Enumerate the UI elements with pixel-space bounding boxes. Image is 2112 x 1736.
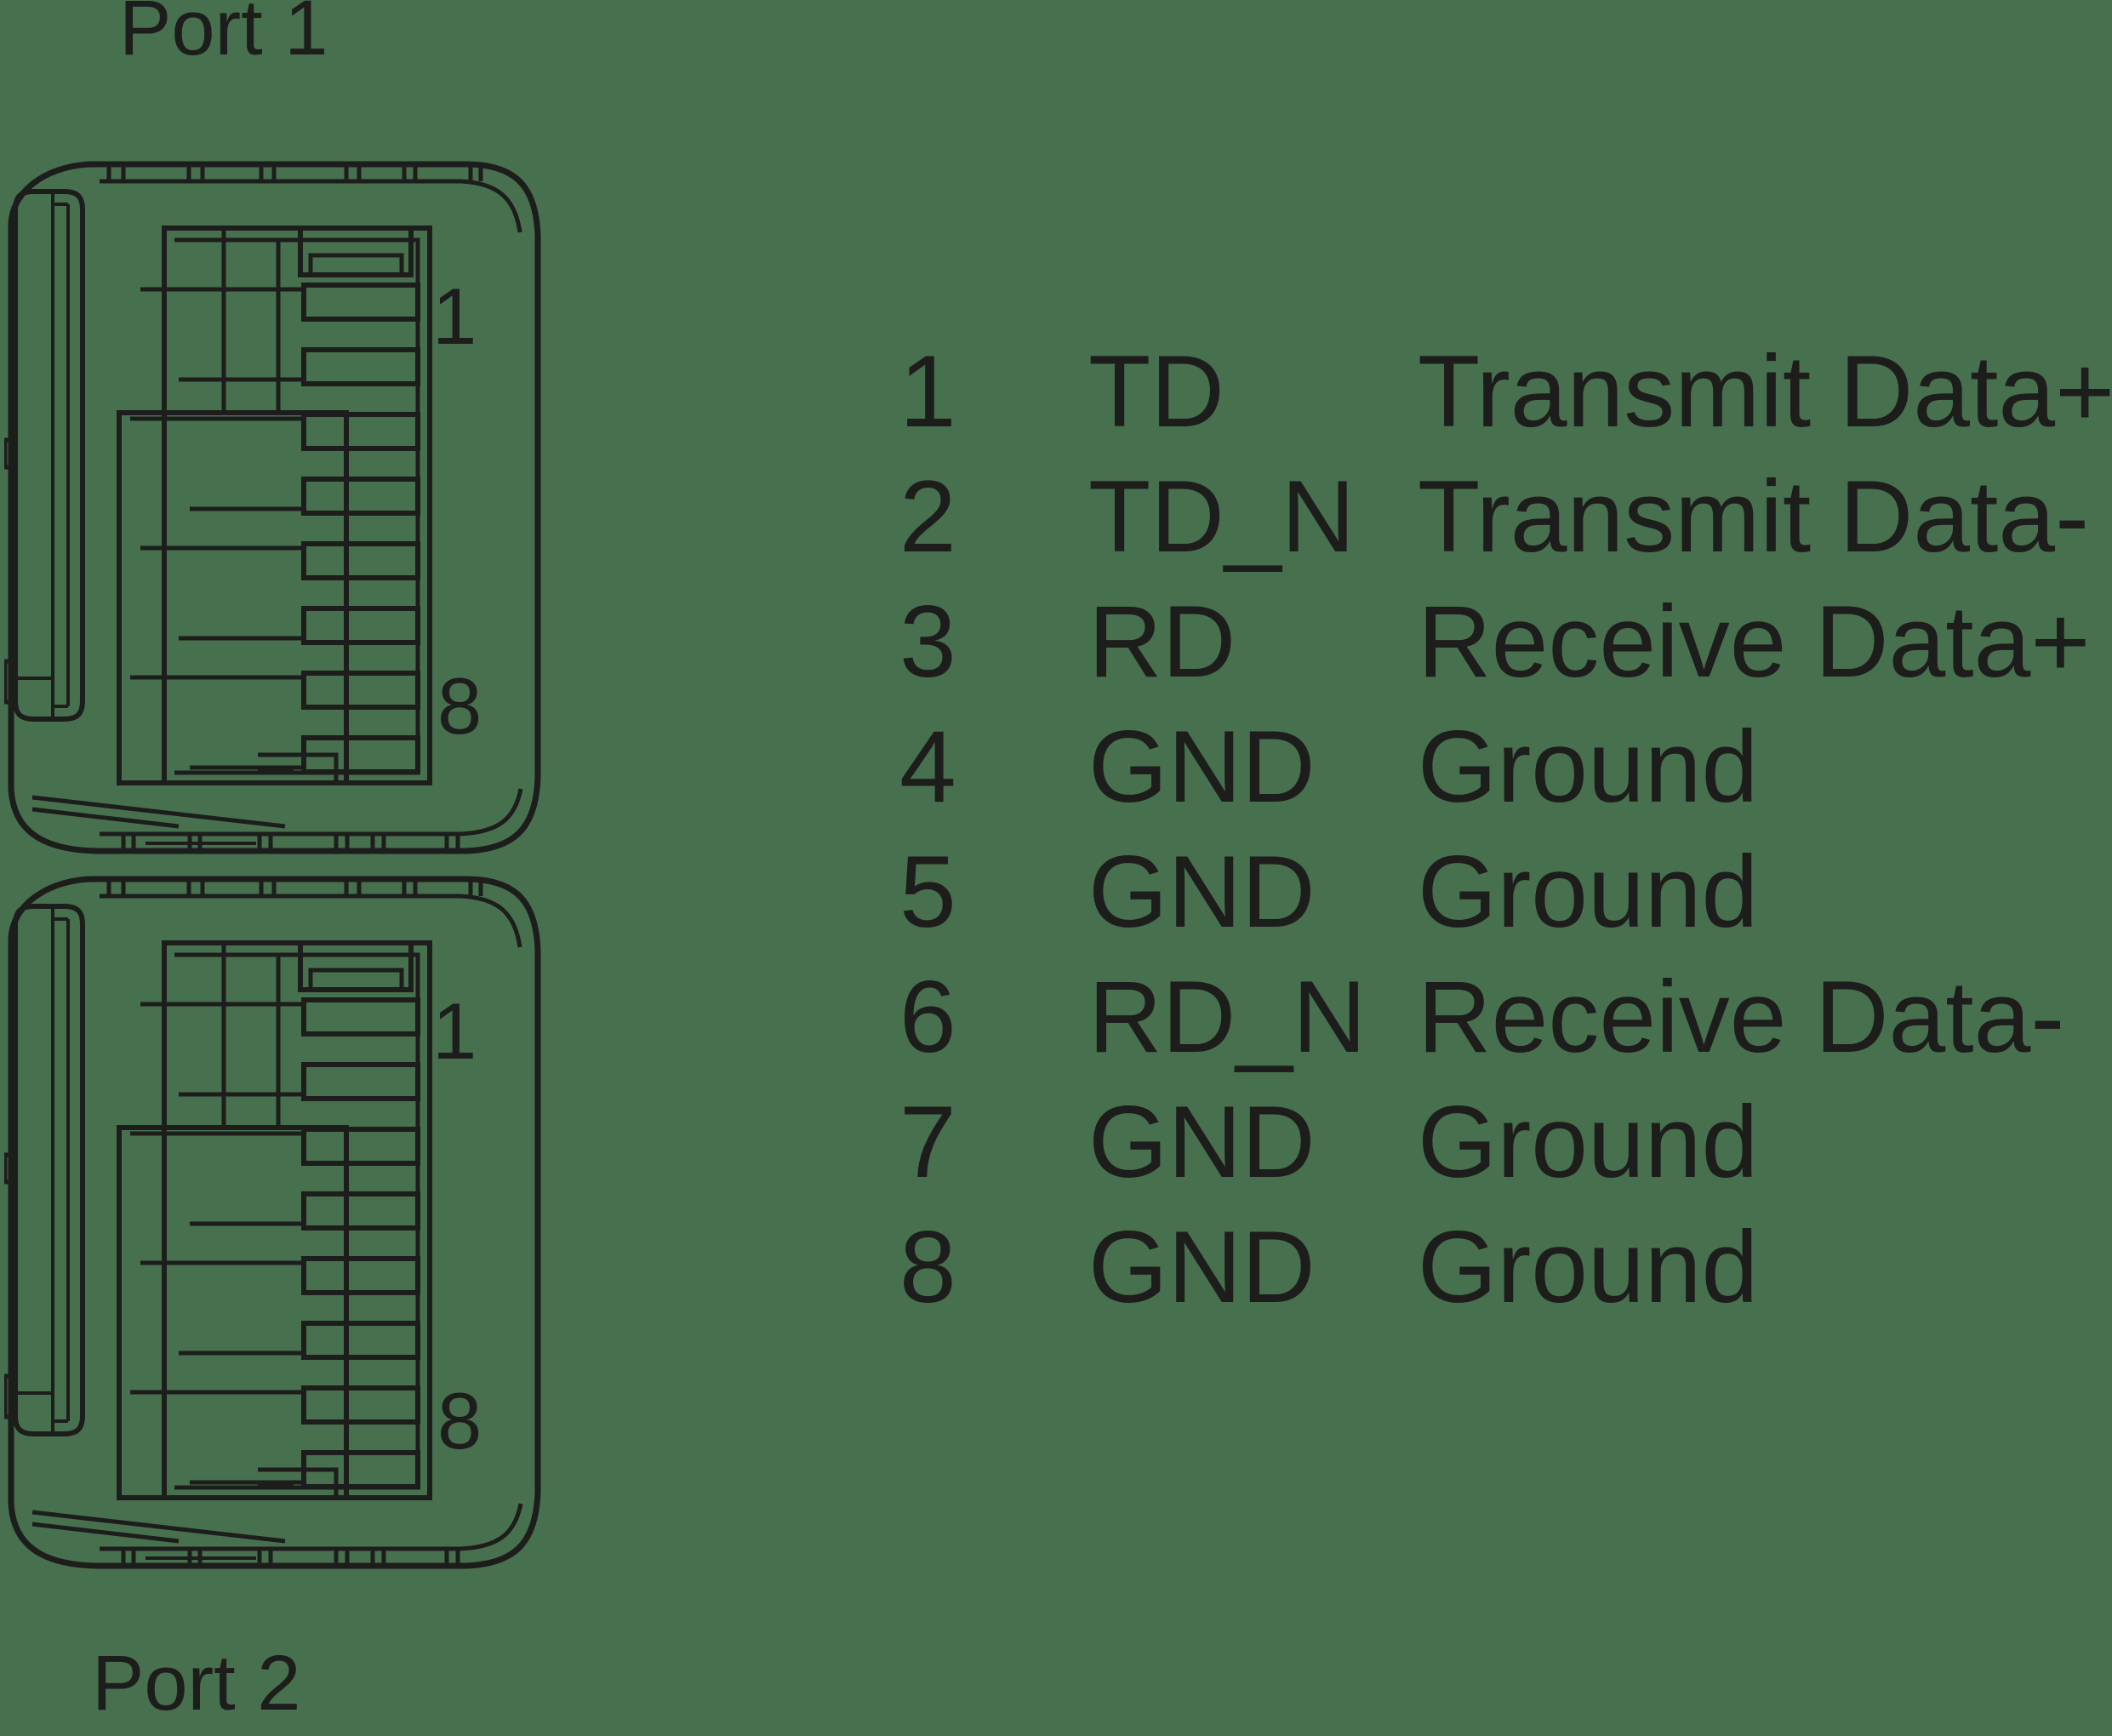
pin-number: 5 (899, 835, 956, 949)
pin-number: 6 (899, 960, 956, 1074)
pin-description: Transmit Data- (1418, 460, 2090, 574)
pin-description: Receive Data+ (1418, 585, 2091, 699)
pin-description: Ground (1418, 835, 1759, 949)
pin-number: 7 (899, 1085, 956, 1199)
port-2-pin-1-label: 1 (432, 986, 477, 1076)
pin-assignment-table: 1 TD Transmit Data+ 2 TD_N Transmit Data… (899, 329, 2112, 1330)
port-2-label: Port 2 (92, 1640, 301, 1727)
pin-number: 8 (899, 1210, 956, 1324)
pin-number: 3 (899, 585, 956, 699)
pin-description: Ground (1418, 1085, 1759, 1199)
pin-table-row: 3 RD Receive Data+ (899, 580, 2112, 705)
pin-signal: RD_N (1088, 960, 1367, 1074)
port-1-pin-8-label: 8 (437, 661, 482, 751)
port-1-label: Port 1 (119, 0, 328, 71)
pin-signal: RD (1088, 585, 1236, 699)
pin-table-row: 7 GND Ground (899, 1080, 2112, 1205)
pin-signal: GND (1088, 1210, 1316, 1324)
pin-table-row: 6 RD_N Receive Data- (899, 955, 2112, 1080)
pin-table-row: 1 TD Transmit Data+ (899, 329, 2112, 454)
pin-number: 4 (899, 710, 956, 824)
pin-table-row: 8 GND Ground (899, 1205, 2112, 1330)
port-1-pin-1-label: 1 (432, 271, 477, 361)
pin-number: 2 (899, 460, 956, 574)
pin-description: Ground (1418, 1210, 1759, 1324)
pin-signal: TD_N (1088, 460, 1356, 574)
pin-table-row: 5 GND Ground (899, 830, 2112, 955)
pin-signal: TD (1088, 334, 1224, 448)
pin-description: Ground (1418, 710, 1759, 824)
pin-description: Transmit Data+ (1418, 334, 2112, 448)
pin-signal: GND (1088, 835, 1316, 949)
rj45-jack-port-1 (4, 157, 549, 864)
pin-table-row: 4 GND Ground (899, 705, 2112, 830)
pin-description: Receive Data- (1418, 960, 2065, 1074)
rj45-jack-port-2 (4, 872, 549, 1579)
pin-table-row: 2 TD_N Transmit Data- (899, 454, 2112, 580)
pin-signal: GND (1088, 710, 1316, 824)
pin-number: 1 (899, 334, 956, 448)
port-2-pin-8-label: 8 (437, 1376, 482, 1465)
pin-signal: GND (1088, 1085, 1316, 1199)
